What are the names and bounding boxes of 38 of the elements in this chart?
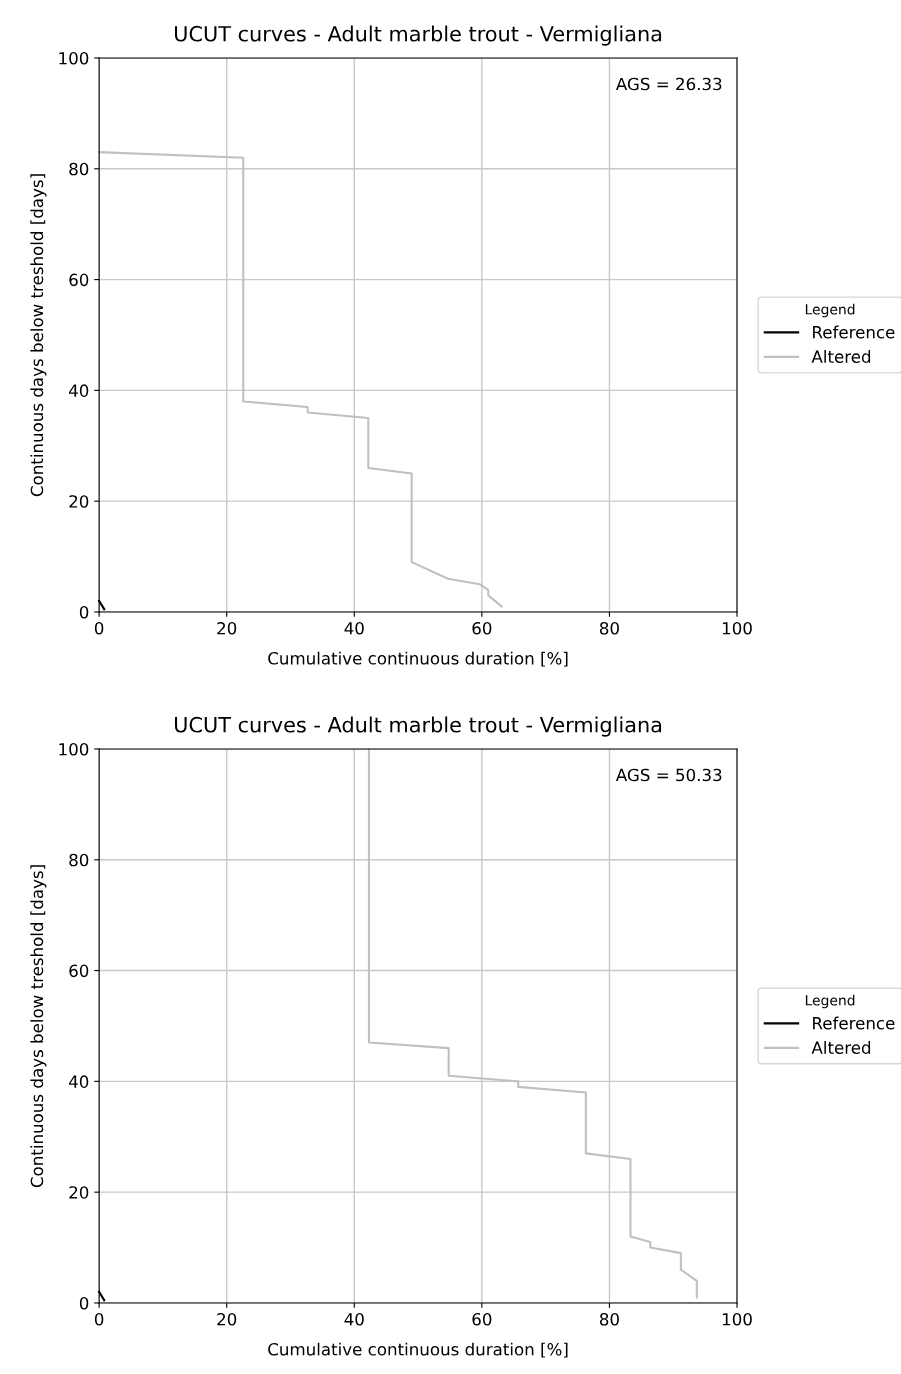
legend-label: Reference (813, 1016, 895, 1030)
y-tick-label: 0 (79, 605, 89, 619)
x-tick-label: 100 (722, 1312, 752, 1326)
y-tick-label: 20 (69, 495, 89, 508)
x-tick-label: 20 (217, 1312, 237, 1326)
y-tick-label: 80 (69, 162, 89, 176)
x-tick-label: 20 (217, 622, 237, 635)
y-tick-label: 60 (69, 964, 89, 978)
x-tick-label: 0 (94, 622, 104, 635)
annotation: AGS = 26.33 (615, 77, 722, 91)
legend-title: Legend (805, 994, 855, 1009)
x-tick-label: 40 (344, 622, 364, 635)
legend-title: Legend (805, 303, 855, 318)
x-tick-label: 40 (344, 1312, 364, 1326)
y-tick-label: 60 (69, 273, 89, 287)
y-axis-title: Continuous days below treshold [days] (30, 865, 47, 1188)
legend-label: Reference (813, 325, 895, 339)
y-tick-label: 20 (69, 1186, 89, 1199)
y-tick-label: 100 (59, 742, 89, 756)
x-tick-label: 80 (599, 1312, 619, 1326)
y-axis-title: Continuous days below treshold [days] (30, 174, 47, 497)
y-tick-label: 0 (79, 1296, 89, 1310)
y-tick-label: 80 (69, 853, 89, 867)
x-tick-label: 0 (94, 1312, 104, 1326)
chart-title: UCUT curves - Adult marble trout - Vermigliana (175, 25, 662, 46)
y-tick-label: 40 (68, 1075, 89, 1088)
x-axis-title: Cumulative continuous duration [%] (268, 1342, 568, 1358)
x-tick-label: 100 (722, 622, 752, 635)
x-axis-title: Cumulative continuous duration [%] (268, 651, 568, 667)
x-tick-label: 60 (472, 1312, 492, 1326)
chart-title: UCUT curves - Adult marble trout - Vermigliana (175, 716, 662, 737)
x-tick-label: 80 (599, 622, 619, 635)
y-tick-label: 40 (68, 384, 89, 397)
x-tick-label: 60 (472, 622, 492, 635)
annotation: AGS = 50.33 (615, 768, 722, 782)
legend-label: Altered (811, 350, 871, 363)
y-tick-label: 100 (59, 51, 89, 65)
legend-label: Altered (811, 1041, 871, 1054)
